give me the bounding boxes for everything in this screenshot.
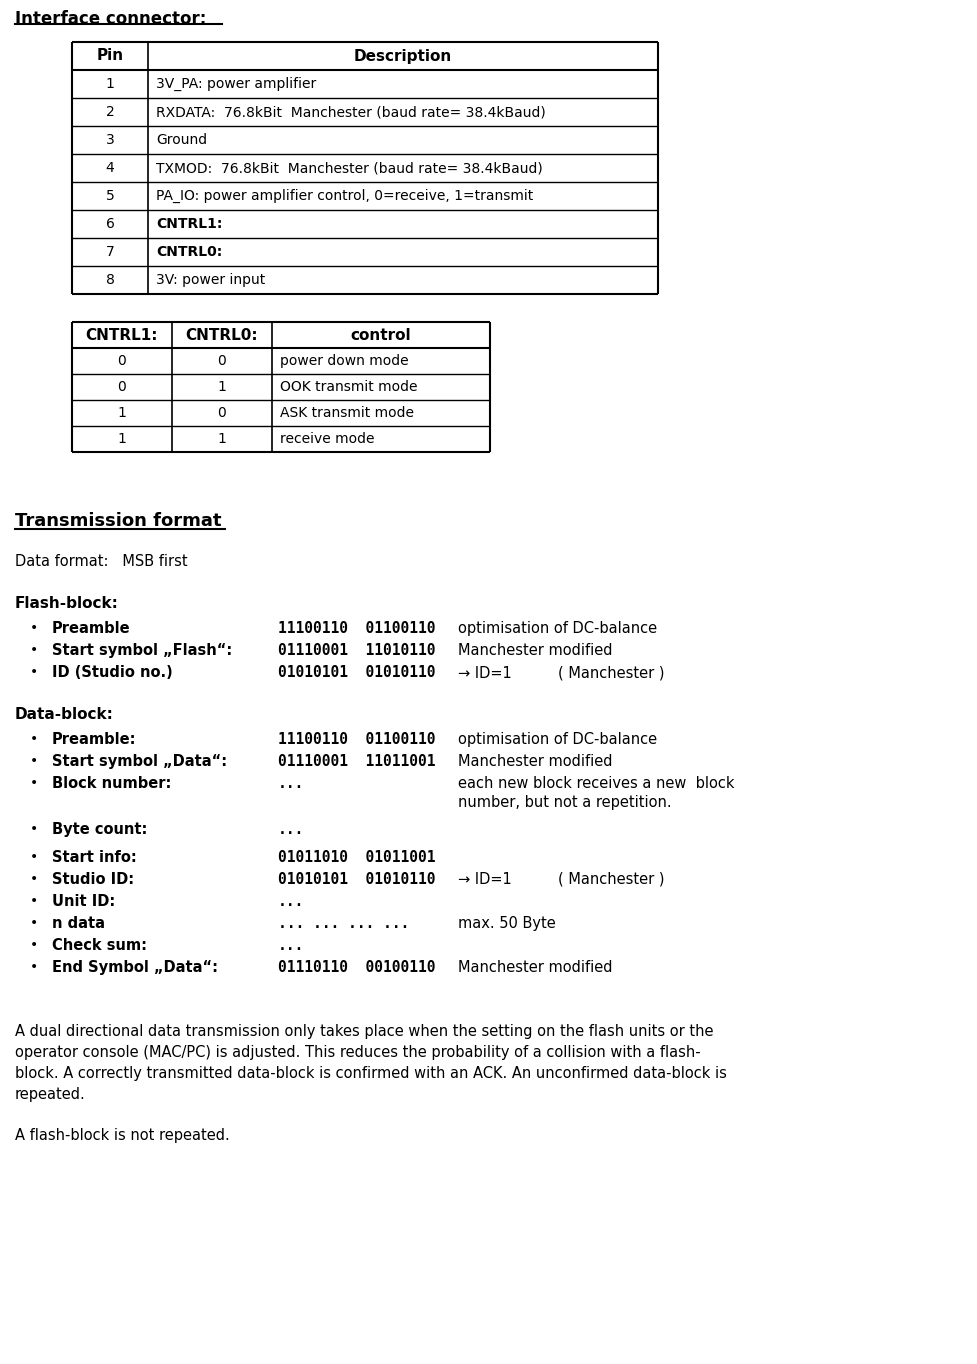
Text: •: •	[30, 960, 38, 974]
Text: Unit ID:: Unit ID:	[52, 893, 115, 908]
Text: 01010101  01010110: 01010101 01010110	[278, 666, 436, 681]
Text: ...: ...	[278, 893, 304, 908]
Text: operator console (MAC/PC) is adjusted. This reduces the probability of a collisi: operator console (MAC/PC) is adjusted. T…	[15, 1045, 701, 1060]
Text: TXMOD:  76.8kBit  Manchester (baud rate= 38.4kBaud): TXMOD: 76.8kBit Manchester (baud rate= 3…	[156, 161, 543, 175]
Text: 01110110  00100110: 01110110 00100110	[278, 960, 436, 975]
Text: 7: 7	[106, 246, 114, 259]
Text: 0: 0	[218, 355, 227, 368]
Text: A flash-block is not repeated.: A flash-block is not repeated.	[15, 1128, 230, 1143]
Text: •: •	[30, 938, 38, 952]
Text: OOK transmit mode: OOK transmit mode	[280, 381, 417, 394]
Text: End Symbol „Data“:: End Symbol „Data“:	[52, 960, 218, 975]
Text: optimisation of DC-balance: optimisation of DC-balance	[458, 621, 658, 636]
Text: Transmission format: Transmission format	[15, 512, 222, 531]
Text: •: •	[30, 822, 38, 836]
Text: CNTRL0:: CNTRL0:	[186, 327, 258, 342]
Text: CNTRL0:: CNTRL0:	[156, 246, 222, 259]
Text: block. A correctly transmitted data-block is confirmed with an ACK. An unconfirm: block. A correctly transmitted data-bloc…	[15, 1067, 727, 1082]
Text: ... ... ... ...: ... ... ... ...	[278, 917, 409, 932]
Text: n data: n data	[52, 917, 105, 932]
Text: Studio ID:: Studio ID:	[52, 872, 134, 887]
Text: •: •	[30, 776, 38, 790]
Text: 6: 6	[106, 217, 114, 231]
Text: Byte count:: Byte count:	[52, 822, 148, 837]
Text: Ground: Ground	[156, 134, 207, 147]
Text: ASK transmit mode: ASK transmit mode	[280, 406, 414, 420]
Text: Manchester modified: Manchester modified	[458, 960, 613, 975]
Text: number, but not a repetition.: number, but not a repetition.	[458, 795, 671, 810]
Text: CNTRL1:: CNTRL1:	[156, 217, 223, 231]
Text: ...: ...	[278, 938, 304, 953]
Text: Flash-block:: Flash-block:	[15, 596, 119, 611]
Text: 01110001  11010110: 01110001 11010110	[278, 642, 436, 657]
Text: •: •	[30, 872, 38, 887]
Text: Start info:: Start info:	[52, 850, 137, 865]
Text: CNTRL1:: CNTRL1:	[86, 327, 158, 342]
Text: •: •	[30, 621, 38, 636]
Text: 1: 1	[218, 432, 227, 446]
Text: •: •	[30, 732, 38, 746]
Text: 4: 4	[106, 161, 114, 175]
Text: 1: 1	[218, 381, 227, 394]
Text: Block number:: Block number:	[52, 776, 171, 791]
Text: → ID=1          ( Manchester ): → ID=1 ( Manchester )	[458, 666, 664, 681]
Text: ...: ...	[278, 776, 304, 791]
Text: repeated.: repeated.	[15, 1087, 86, 1102]
Text: 0: 0	[117, 355, 126, 368]
Text: → ID=1          ( Manchester ): → ID=1 ( Manchester )	[458, 872, 664, 887]
Text: 11100110  01100110: 11100110 01100110	[278, 621, 436, 636]
Text: RXDATA:  76.8kBit  Manchester (baud rate= 38.4kBaud): RXDATA: 76.8kBit Manchester (baud rate= …	[156, 105, 546, 119]
Text: 1: 1	[117, 432, 126, 446]
Text: •: •	[30, 642, 38, 657]
Text: Preamble: Preamble	[52, 621, 131, 636]
Text: 3V_PA: power amplifier: 3V_PA: power amplifier	[156, 76, 317, 91]
Text: max. 50 Byte: max. 50 Byte	[458, 917, 556, 932]
Text: •: •	[30, 917, 38, 930]
Text: each new block receives a new  block: each new block receives a new block	[458, 776, 735, 791]
Text: 3V: power input: 3V: power input	[156, 273, 265, 286]
Text: •: •	[30, 893, 38, 908]
Text: 01110001  11011001: 01110001 11011001	[278, 754, 436, 769]
Text: ...: ...	[278, 822, 304, 837]
Text: Manchester modified: Manchester modified	[458, 754, 613, 769]
Text: PA_IO: power amplifier control, 0=receive, 1=transmit: PA_IO: power amplifier control, 0=receiv…	[156, 190, 533, 203]
Text: Description: Description	[354, 49, 452, 64]
Text: 0: 0	[117, 381, 126, 394]
Text: ID (Studio no.): ID (Studio no.)	[52, 666, 173, 681]
Text: 1: 1	[117, 406, 126, 420]
Text: Preamble:: Preamble:	[52, 732, 137, 747]
Text: Start symbol „Flash“:: Start symbol „Flash“:	[52, 642, 233, 657]
Text: 8: 8	[106, 273, 114, 286]
Text: •: •	[30, 666, 38, 679]
Text: receive mode: receive mode	[280, 432, 374, 446]
Text: •: •	[30, 850, 38, 863]
Text: Pin: Pin	[97, 49, 123, 64]
Text: Data format:   MSB first: Data format: MSB first	[15, 554, 188, 569]
Text: 5: 5	[106, 190, 114, 203]
Text: power down mode: power down mode	[280, 355, 408, 368]
Text: Check sum:: Check sum:	[52, 938, 147, 953]
Text: optimisation of DC-balance: optimisation of DC-balance	[458, 732, 658, 747]
Text: 3: 3	[106, 134, 114, 147]
Text: Manchester modified: Manchester modified	[458, 642, 613, 657]
Text: Interface connector:: Interface connector:	[15, 10, 206, 29]
Text: 01011010  01011001: 01011010 01011001	[278, 850, 436, 865]
Text: 0: 0	[218, 406, 227, 420]
Text: A dual directional data transmission only takes place when the setting on the fl: A dual directional data transmission onl…	[15, 1024, 713, 1039]
Text: 11100110  01100110: 11100110 01100110	[278, 732, 436, 747]
Text: 2: 2	[106, 105, 114, 119]
Text: Data-block:: Data-block:	[15, 707, 114, 722]
Text: •: •	[30, 754, 38, 768]
Text: control: control	[351, 327, 411, 342]
Text: Start symbol „Data“:: Start symbol „Data“:	[52, 754, 227, 769]
Text: 01010101  01010110: 01010101 01010110	[278, 872, 436, 887]
Text: 1: 1	[106, 76, 114, 91]
